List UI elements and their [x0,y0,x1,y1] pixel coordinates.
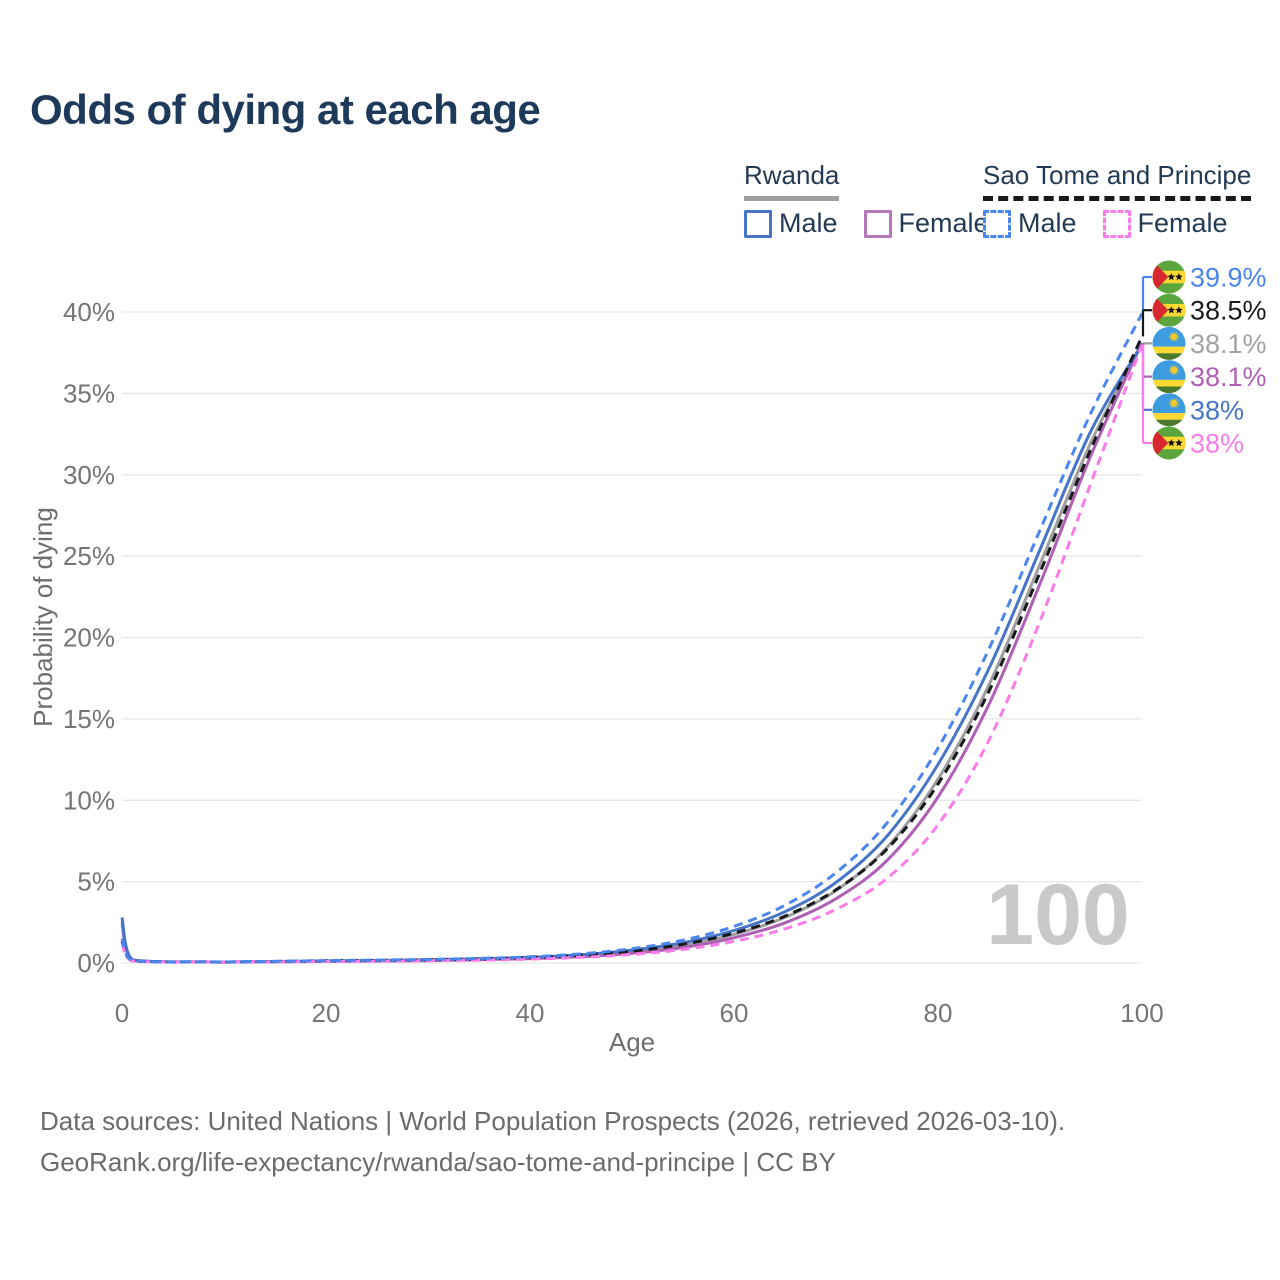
y-tick-label: 0% [77,948,115,978]
age-watermark: 100 [986,867,1130,963]
end-value-text: 38% [1190,429,1244,459]
legend-group-sao-tome: Sao Tome and Principe Male Female [983,160,1252,239]
y-tick-label: 35% [63,378,115,408]
end-label-sao-tome-female: 38% [1141,344,1244,460]
y-axis-title: Probability of dying [28,507,58,727]
end-value-text: 39.9% [1190,263,1267,293]
end-value-labels: 39.9%38.5%38.1%38.1%38%38% [1141,260,1267,460]
y-tick-label: 30% [63,460,115,490]
series-line-sao-tome-male [120,312,1144,964]
page-title: Odds of dying at each age [30,86,541,133]
end-value-text: 38% [1190,395,1244,425]
y-tick-label: 10% [63,785,115,815]
legend-label: Female [1137,208,1228,238]
y-tick-label: 40% [63,297,115,327]
rwanda-male-checkbox-icon[interactable] [744,209,772,238]
y-tick-label: 20% [63,623,115,653]
x-axis-title: Age [609,1027,655,1057]
legend-label: Female [898,208,989,238]
data-sources-text: Data sources: United Nations | World Pop… [40,1106,1066,1136]
end-label-sao-tome-overall: 38.5% [1141,293,1267,337]
series-line-sao-tome-overall [120,335,1144,964]
gridlines [122,311,1142,964]
end-value-text: 38.1% [1190,329,1267,359]
rwanda-female-checkbox-icon[interactable] [863,209,892,238]
x-tick-label: 40 [516,998,545,1028]
legend-label: Male [779,208,838,238]
sao-tome-male-checkbox-icon[interactable] [983,209,1011,238]
sao-tome-female-checkbox-icon[interactable] [1102,209,1131,238]
y-tick-label: 15% [63,704,115,734]
attribution-text: GeoRank.org/life-expectancy/rwanda/sao-t… [40,1147,836,1177]
x-tick-label: 60 [720,998,749,1028]
end-label-rwanda-male: 38% [1141,344,1244,427]
end-value-text: 38.5% [1190,296,1267,326]
end-label-rwanda-overall: 38.1% [1141,326,1267,360]
series-lines [120,312,1144,964]
y-axis-tick-labels: 0% 5% 10% 15% 20% 25% 30% 35% 40% [63,297,115,978]
y-tick-label: 25% [63,541,115,571]
x-tick-label: 20 [312,998,341,1028]
flag-icon-sao-tome-and-principe [1152,260,1186,294]
x-tick-label: 100 [1120,998,1163,1028]
flag-icon-rwanda [1152,326,1186,360]
end-label-sao-tome-male: 39.9% [1141,260,1267,314]
x-tick-label: 80 [924,998,953,1028]
legend-item-sao-tome-male[interactable]: Male [983,208,1077,239]
flag-icon-rwanda [1152,393,1186,427]
legend-item-rwanda-female[interactable]: Female [863,208,989,239]
x-axis-tick-labels: 0 20 40 60 80 100 [115,998,1164,1028]
legend-country-sao-tome[interactable]: Sao Tome and Principe [983,160,1252,201]
flag-icon-rwanda [1152,360,1186,394]
x-tick-label: 0 [115,998,129,1028]
flag-icon-sao-tome-and-principe [1152,426,1186,460]
legend-group-rwanda: Rwanda Male Female [744,160,989,239]
series-line-sao-tome-female [120,344,1144,964]
flag-icon-sao-tome-and-principe [1152,293,1186,327]
y-tick-label: 5% [77,867,115,897]
end-value-text: 38.1% [1190,362,1267,392]
legend-country-rwanda[interactable]: Rwanda [744,160,840,201]
legend-label: Male [1018,208,1077,238]
legend-item-sao-tome-female[interactable]: Female [1102,208,1228,239]
legend-item-rwanda-male[interactable]: Male [744,208,838,239]
